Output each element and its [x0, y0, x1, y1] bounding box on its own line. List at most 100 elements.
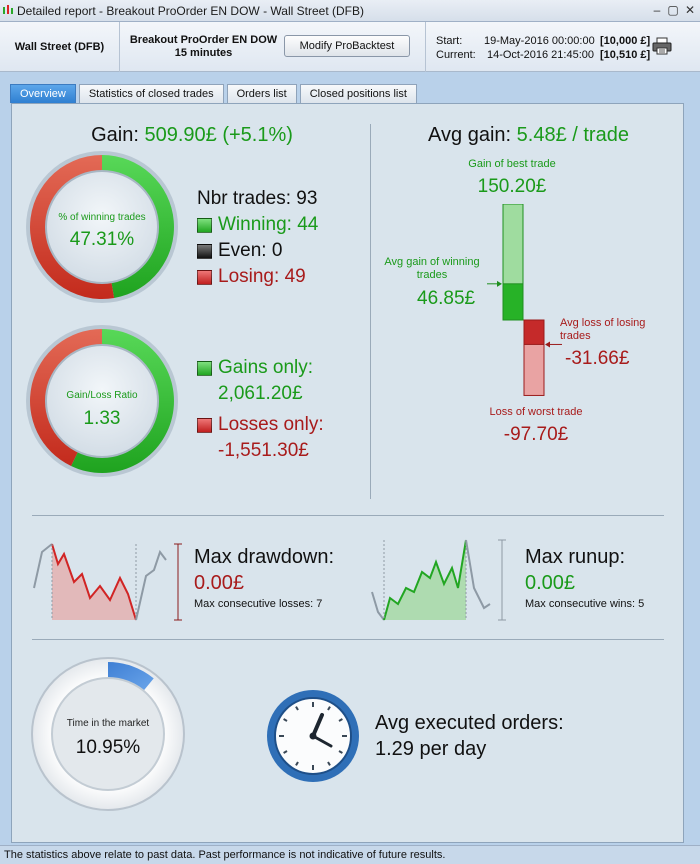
avg-win-label: Avg gain of winning trades [384, 256, 480, 281]
winning-share-arc [102, 155, 174, 298]
ratio-donut-label: Gain/Loss Ratio [66, 390, 138, 401]
strategy-name: Breakout ProOrder EN DOW [129, 34, 278, 46]
time-in-market-center: Time in the market 10.95% [55, 718, 161, 759]
green-square-icon [197, 217, 212, 233]
winning-donut-center: % of winning trades 47.31% [49, 212, 155, 251]
tab-bar: Overview Statistics of closed trades Ord… [10, 84, 417, 103]
red-square-icon [197, 417, 212, 433]
time-in-market-value: 10.95% [75, 737, 141, 758]
avg-gain-label: Avg gain: [428, 124, 512, 146]
trade-range-bars [487, 204, 562, 396]
red-square-icon [197, 269, 212, 285]
best-trade-label: Gain of best trade [468, 158, 556, 170]
gain-value: 509.90£ (+5.1%) [144, 124, 293, 146]
time-in-market-arc [108, 662, 154, 691]
report-header: Wall Street (DFB) Breakout ProOrder EN D… [0, 22, 700, 72]
start-capital: [10,000 £] [600, 35, 651, 47]
tab-statistics-closed-trades[interactable]: Statistics of closed trades [78, 84, 224, 103]
gain-title: Gain: 509.90£ (+5.1%) [12, 124, 372, 147]
overview-panel: Gain: 509.90£ (+5.1%) % of winning trade… [11, 103, 684, 843]
max-drawdown-label: Max drawdown: [194, 546, 335, 568]
start-date: 19-May-2016 00:00:00 [484, 35, 595, 47]
nbr-trades: Nbr trades: 93 [197, 188, 317, 210]
losses-only-label: Losses only: [218, 414, 324, 435]
gains-share-arc [71, 329, 174, 473]
winning-donut-label: % of winning trades [58, 212, 146, 223]
max-runup-value: 0.00£ [525, 572, 576, 594]
green-square-icon [197, 360, 212, 376]
strategy-info: Breakout ProOrder EN DOW 15 minutes [122, 22, 285, 72]
avg-gain-title: Avg gain: 5.48£ / trade [372, 124, 685, 147]
date-range: Start: 19-May-2016 00:00:00 [10,000 £] Cur… [425, 22, 650, 72]
gains-only-label: Gains only: [218, 357, 314, 378]
black-square-icon [197, 243, 212, 259]
tab-overview[interactable]: Overview [10, 84, 76, 103]
winning-value: 44 [297, 214, 319, 235]
even-trades: Even: 0 [197, 240, 282, 262]
losing-share-arc [29, 155, 115, 299]
winning-label: Winning: [218, 214, 292, 235]
current-date: 14-Oct-2016 21:45:00 [486, 49, 594, 61]
start-label: Start: [436, 35, 463, 47]
tab-orders-list[interactable]: Orders list [226, 84, 297, 103]
current-label: Current: [436, 49, 476, 61]
losing-value: 49 [284, 266, 306, 287]
runup-sparkline [371, 539, 506, 621]
gain-label: Gain: [91, 124, 139, 146]
max-consecutive-wins: Max consecutive wins: 5 [525, 598, 645, 610]
section-divider-1 [32, 515, 664, 516]
clock-icon [267, 690, 359, 782]
winning-donut-value: 47.31% [69, 229, 135, 250]
best-trade-value: 150.20£ [477, 176, 547, 197]
max-consecutive-losses: Max consecutive losses: 7 [194, 598, 323, 610]
losing-label: Losing: [218, 266, 280, 287]
winning-trades: Winning: 44 [197, 214, 318, 236]
gain-loss-ratio-donut [26, 325, 178, 477]
modify-probacktest-button[interactable]: Modify ProBacktest [284, 35, 410, 57]
nbr-trades-label: Nbr trades: [197, 188, 291, 209]
window-title: Detailed report - Breakout ProOrder EN D… [17, 4, 364, 18]
losing-trades: Losing: 49 [197, 266, 306, 288]
minimize-icon[interactable]: – [653, 3, 661, 17]
drawdown-sparkline [33, 543, 182, 621]
even-label: Even: [218, 240, 267, 261]
nbr-trades-value: 93 [296, 188, 318, 209]
winning-trades-donut [26, 151, 178, 303]
worst-trade-value: -97.70£ [503, 424, 569, 445]
worst-trade-label: Loss of worst trade [489, 406, 583, 418]
avg-loss-label: Avg loss of losing trades [560, 317, 646, 342]
avg-win-value: 46.85£ [417, 288, 476, 309]
gains-only: Gains only: [197, 357, 313, 379]
tab-closed-positions-list[interactable]: Closed positions list [299, 84, 417, 103]
time-in-market-label: Time in the market [66, 718, 150, 729]
maximize-icon[interactable]: ▢ [667, 3, 679, 17]
window-edge [686, 103, 700, 843]
print-icon[interactable] [652, 37, 672, 55]
avg-loss-pointer-head [545, 341, 550, 348]
avg-gain-value: 5.48£ / trade [516, 124, 629, 146]
time-in-market-donut [31, 657, 185, 811]
avg-loss-value: -31.66£ [565, 348, 630, 369]
instrument-name: Wall Street (DFB) [0, 22, 120, 72]
ratio-donut-center: Gain/Loss Ratio 1.33 [49, 390, 155, 430]
close-icon[interactable]: ✕ [684, 3, 696, 17]
losses-only: Losses only: [197, 414, 324, 436]
app-icon [3, 5, 13, 14]
section-divider-vertical [370, 124, 371, 499]
avg-loss-bar [523, 319, 545, 345]
losses-share-arc [30, 329, 102, 467]
strategy-timeframe: 15 minutes [174, 47, 233, 59]
disclaimer-footer: The statistics above relate to past data… [0, 845, 700, 864]
section-divider-2 [32, 639, 664, 640]
losses-only-value: -1,551.30£ [218, 440, 309, 461]
even-value: 0 [271, 240, 283, 261]
gains-only-value: 2,061.20£ [218, 383, 303, 404]
avg-win-bar [502, 283, 524, 321]
title-bar: Detailed report - Breakout ProOrder EN D… [0, 0, 700, 22]
ratio-donut-value: 1.33 [83, 408, 121, 429]
max-runup-label: Max runup: [525, 546, 626, 568]
max-drawdown-value: 0.00£ [194, 572, 245, 594]
avg-executed-orders-value: 1.29 per day [375, 738, 487, 760]
avg-win-pointer-head [497, 280, 502, 287]
current-capital: [10,510 £] [600, 49, 651, 61]
